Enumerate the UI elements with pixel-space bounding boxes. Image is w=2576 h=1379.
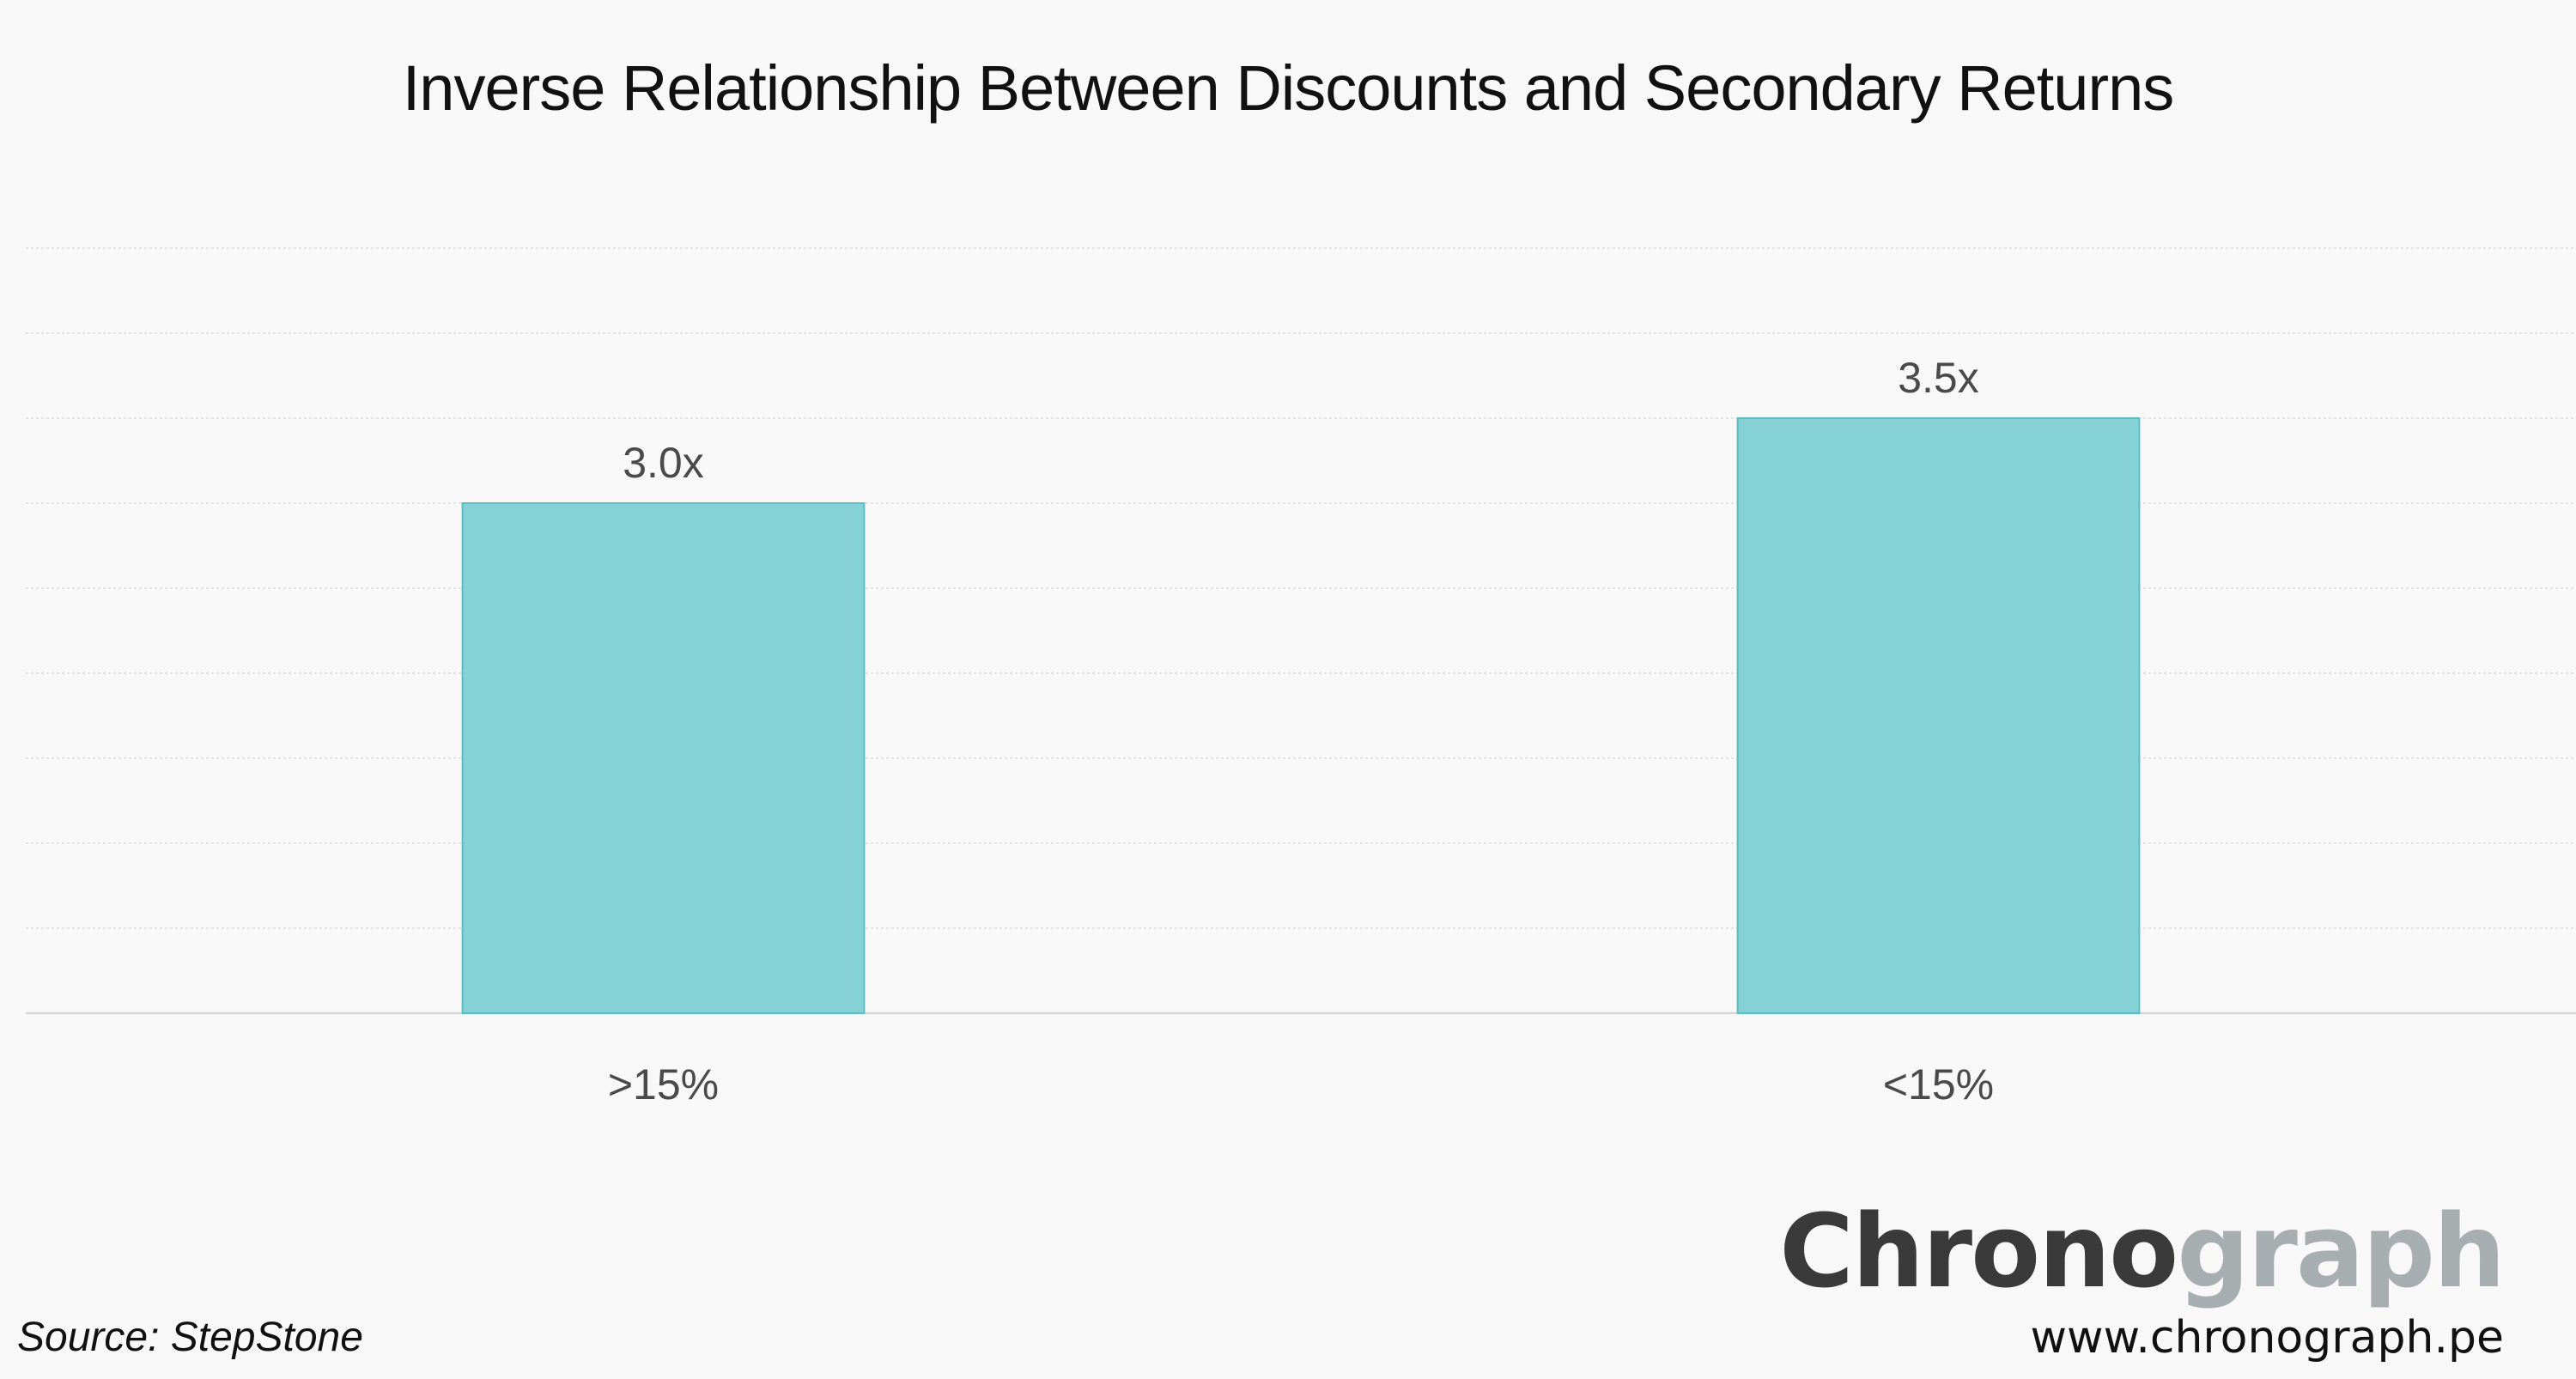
bar xyxy=(461,502,866,1014)
chart-title: Inverse Relationship Between Discounts a… xyxy=(402,52,2175,124)
data-label: 3.0x xyxy=(623,439,704,487)
website-link[interactable]: www.chronograph.pe xyxy=(2030,1312,2504,1364)
source-note: Source: StepStone xyxy=(17,1315,363,1360)
logo-part-2: graph xyxy=(2177,1192,2506,1310)
bar xyxy=(1736,417,2141,1014)
x-tick-label: >15% xyxy=(608,1060,719,1109)
data-label: 3.5x xyxy=(1898,354,1979,402)
x-tick-label: <15% xyxy=(1883,1060,1994,1109)
chronograph-logo: Chronograph xyxy=(1779,1200,2506,1302)
logo-part-1: Chrono xyxy=(1779,1192,2178,1310)
